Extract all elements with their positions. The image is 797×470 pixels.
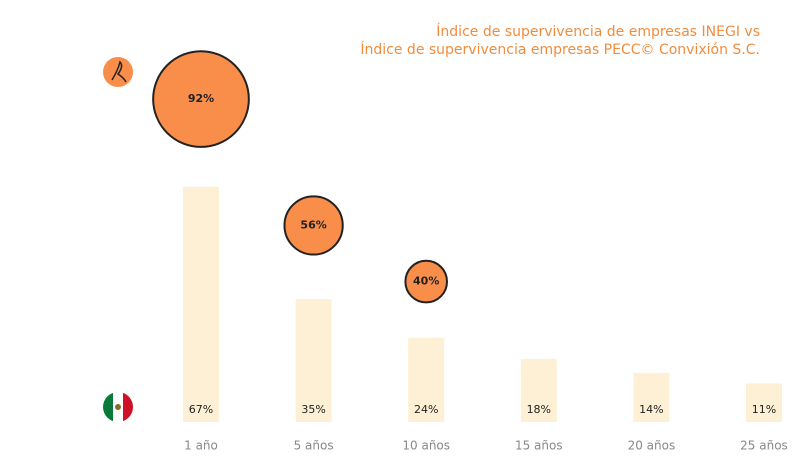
- x-tick-label: 10 años: [402, 439, 450, 453]
- bubble: [283, 195, 344, 256]
- bubble-label: 40%: [413, 275, 439, 288]
- x-tick-label: 25 años: [740, 439, 788, 453]
- bar: [295, 299, 332, 422]
- bubble-label: 56%: [300, 218, 326, 231]
- value-label: 67%: [189, 403, 213, 416]
- value-label: 35%: [301, 403, 325, 416]
- chart-title: Índice de supervivencia empresas PECC© C…: [360, 41, 760, 58]
- bar: [633, 372, 670, 422]
- x-tick-label: 15 años: [515, 439, 563, 453]
- bar: [408, 337, 445, 422]
- bar: [183, 186, 219, 422]
- x-tick-label: 5 años: [294, 439, 334, 453]
- chart-title: Índice de supervivencia de empresas INEG…: [436, 23, 760, 40]
- mexico-flag-icon: [103, 392, 133, 422]
- bubble: [152, 50, 250, 148]
- value-label: 14%: [639, 403, 663, 416]
- bubble-label: 92%: [188, 92, 214, 105]
- x-tick-label: 1 año: [184, 439, 218, 453]
- bar: [520, 358, 557, 422]
- value-label: 24%: [414, 403, 438, 416]
- bubble: [404, 259, 449, 304]
- value-label: 11%: [752, 403, 776, 416]
- pecc-icon: [103, 57, 133, 87]
- x-tick-label: 20 años: [628, 439, 676, 453]
- value-label: 18%: [527, 403, 551, 416]
- bar: [746, 383, 782, 422]
